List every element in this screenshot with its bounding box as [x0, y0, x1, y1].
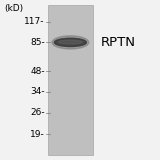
Text: 117-: 117- — [24, 17, 45, 26]
Text: RPTN: RPTN — [101, 36, 136, 49]
Ellipse shape — [54, 38, 86, 47]
Text: 19-: 19- — [30, 130, 45, 139]
Bar — [48, 5, 93, 155]
Ellipse shape — [58, 40, 82, 44]
Text: 48-: 48- — [30, 67, 45, 76]
Text: 26-: 26- — [30, 108, 45, 117]
Ellipse shape — [52, 36, 89, 49]
Text: 34-: 34- — [30, 88, 45, 96]
Text: 85-: 85- — [30, 38, 45, 47]
Text: (kD): (kD) — [4, 4, 23, 13]
